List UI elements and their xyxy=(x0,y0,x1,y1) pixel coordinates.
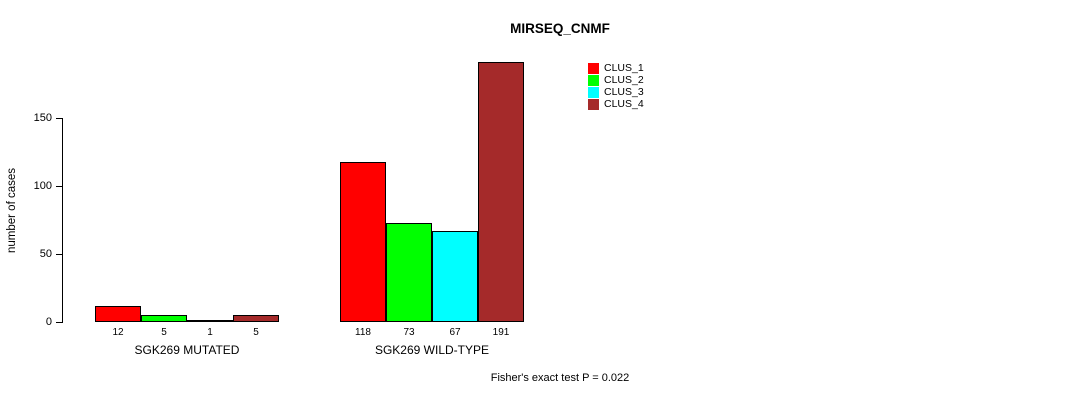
bar-clus_2 xyxy=(141,315,187,322)
y-axis-tick xyxy=(56,186,62,187)
bar-clus_2 xyxy=(386,223,432,322)
y-axis-tick-label: 50 xyxy=(39,248,52,260)
bar-value-label: 5 xyxy=(253,327,259,338)
legend-swatch xyxy=(588,63,599,74)
y-axis-tick xyxy=(56,322,62,323)
y-axis-tick-label: 150 xyxy=(33,112,52,124)
bar-value-label: 1 xyxy=(207,327,213,338)
legend-swatch xyxy=(588,75,599,86)
bar-clus_1 xyxy=(340,162,386,322)
stat-annotation: Fisher's exact test P = 0.022 xyxy=(490,372,630,384)
legend-swatch xyxy=(588,87,599,98)
legend-label: CLUS_1 xyxy=(604,62,644,74)
legend-swatch xyxy=(588,99,599,110)
group-label: SGK269 MUTATED xyxy=(134,343,240,357)
bar-value-label: 12 xyxy=(112,327,124,338)
bar-clus_4 xyxy=(478,62,524,322)
y-axis-tick xyxy=(56,118,62,119)
y-axis-tick-label: 100 xyxy=(33,180,52,192)
y-axis-line xyxy=(62,118,63,323)
bar-value-label: 67 xyxy=(449,327,461,338)
legend-label: CLUS_2 xyxy=(604,74,644,86)
y-axis-title: number of cases xyxy=(6,167,18,253)
chart-title: MIRSEQ_CNMF xyxy=(510,21,610,36)
group-label: SGK269 WILD-TYPE xyxy=(374,343,490,357)
bar-clus_3 xyxy=(187,320,233,322)
legend-label: CLUS_3 xyxy=(604,86,644,98)
bar-clus_1 xyxy=(95,306,141,322)
bar-clus_4 xyxy=(233,315,279,322)
bar-value-label: 73 xyxy=(403,327,415,338)
bar-clus_3 xyxy=(432,231,478,322)
bar-value-label: 5 xyxy=(161,327,167,338)
bar-value-label: 118 xyxy=(355,327,371,338)
bar-value-label: 191 xyxy=(492,327,510,338)
y-axis-tick-label: 0 xyxy=(45,316,52,328)
legend-label: CLUS_4 xyxy=(604,98,644,110)
y-axis-tick xyxy=(56,254,62,255)
